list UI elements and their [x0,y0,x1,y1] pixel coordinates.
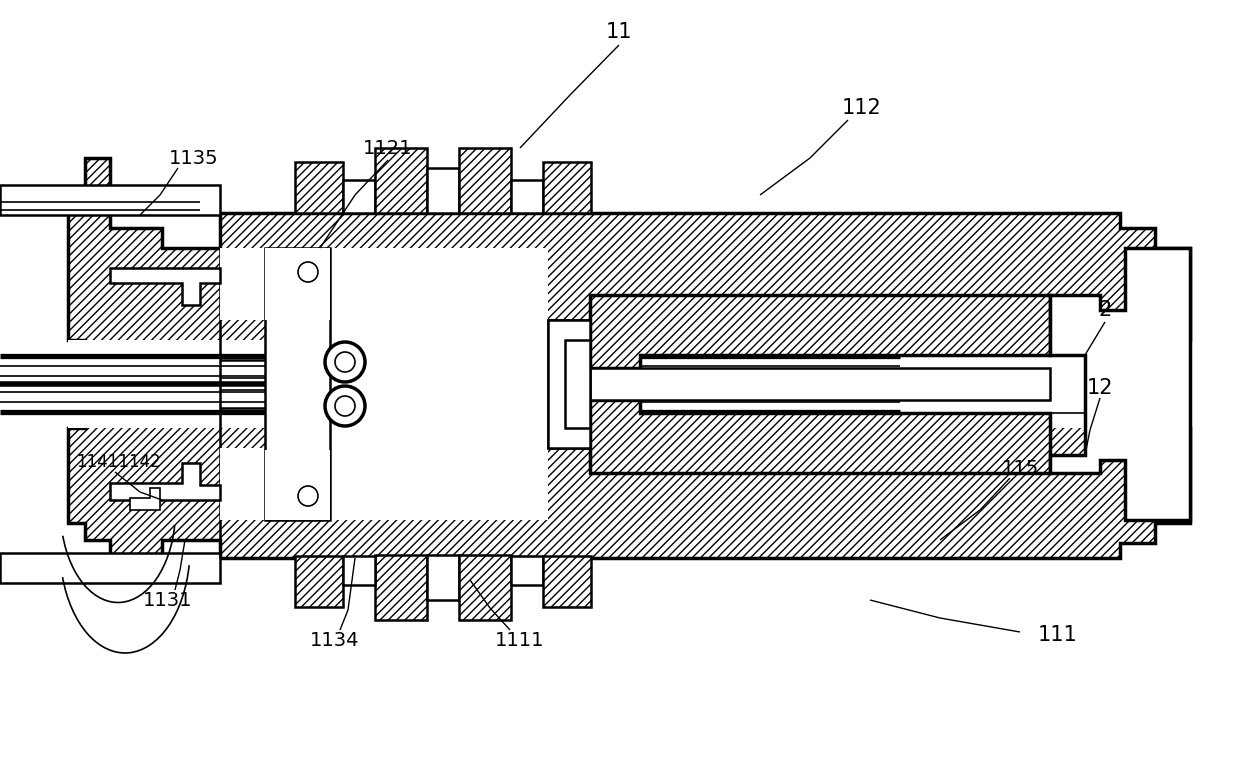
Polygon shape [458,148,510,213]
Polygon shape [265,450,330,520]
Polygon shape [68,158,1189,392]
Text: 12: 12 [1087,378,1114,398]
Circle shape [299,486,318,506]
Polygon shape [343,180,375,213]
Polygon shape [68,340,1189,428]
Polygon shape [330,320,548,448]
Polygon shape [0,185,110,215]
Polygon shape [0,553,221,583]
Text: 1111: 1111 [496,631,545,650]
Polygon shape [543,556,591,607]
Polygon shape [110,268,221,305]
Circle shape [325,386,366,426]
Polygon shape [0,185,221,215]
Polygon shape [295,162,343,213]
Polygon shape [221,448,548,520]
Polygon shape [295,556,343,607]
Text: 11: 11 [606,22,632,42]
Text: 11411142: 11411142 [76,453,160,471]
Polygon shape [548,320,590,448]
Text: 1131: 1131 [144,591,193,610]
Text: 1121: 1121 [363,138,413,157]
Polygon shape [130,488,160,510]
Polygon shape [375,555,427,620]
Polygon shape [343,556,375,585]
Polygon shape [68,376,1189,558]
Text: 1135: 1135 [170,148,219,167]
Polygon shape [543,162,591,213]
Polygon shape [427,555,458,600]
Polygon shape [458,555,510,620]
Polygon shape [548,320,590,448]
Circle shape [299,262,318,282]
Text: 112: 112 [843,98,882,118]
Polygon shape [265,248,330,520]
Polygon shape [375,148,427,213]
Circle shape [335,352,356,372]
Polygon shape [265,248,330,320]
Polygon shape [510,556,543,585]
Polygon shape [590,368,1049,400]
Text: 1134: 1134 [310,631,359,650]
Polygon shape [510,180,543,213]
Text: 2: 2 [1099,300,1111,320]
Polygon shape [221,248,548,320]
Polygon shape [427,168,458,213]
Circle shape [325,342,366,382]
Polygon shape [1049,248,1189,520]
Polygon shape [590,400,1049,473]
Polygon shape [590,295,1049,368]
Polygon shape [110,463,221,500]
Circle shape [335,396,356,416]
Polygon shape [0,553,110,583]
Text: 111: 111 [1038,625,1078,645]
Text: 115: 115 [1001,458,1038,478]
